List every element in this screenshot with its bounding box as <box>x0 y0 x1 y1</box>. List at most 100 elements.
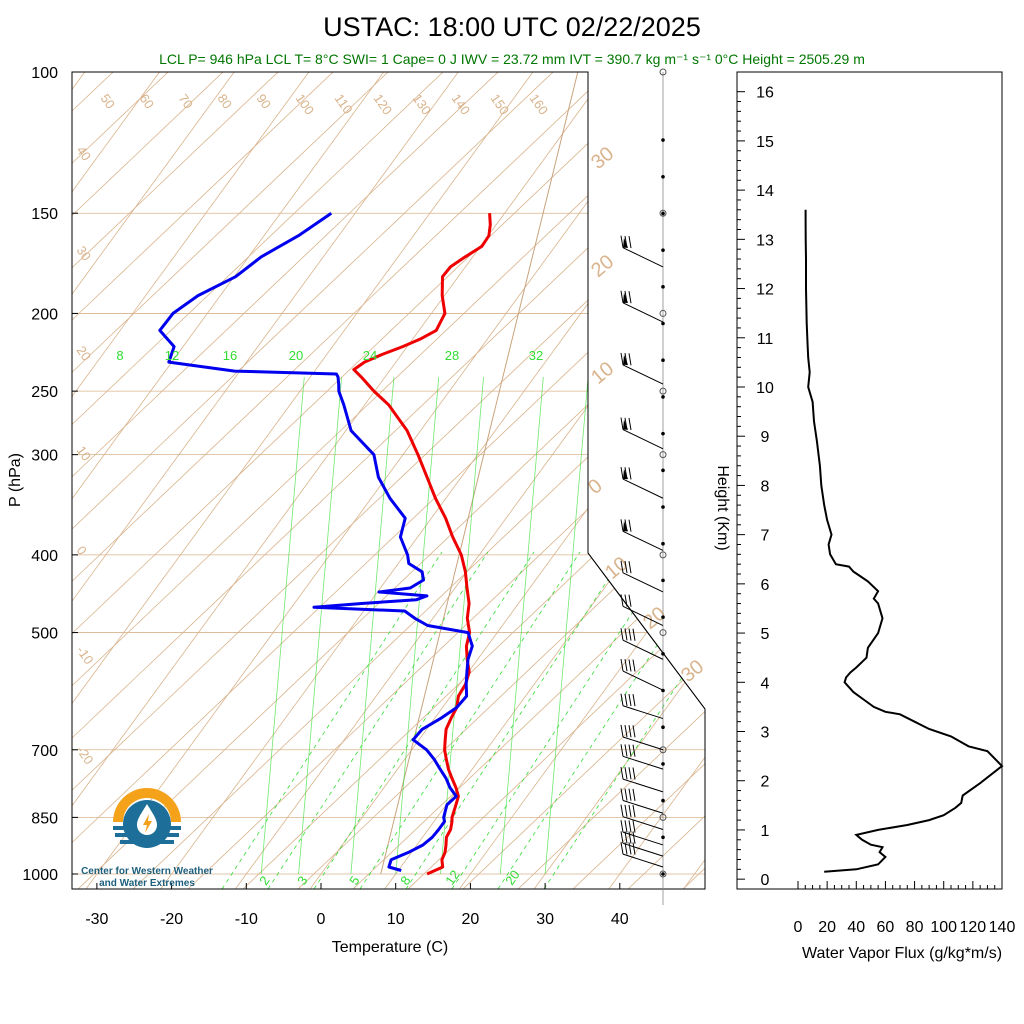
wind-barb-flag <box>620 417 624 430</box>
barb-dot <box>661 835 665 840</box>
y-tick-label: 400 <box>31 548 58 565</box>
height-tick-label: 6 <box>761 577 770 594</box>
mixing-ratio-label: 28 <box>445 348 459 363</box>
mixing-ratio-line <box>395 376 440 875</box>
barb-station-circle <box>659 309 667 317</box>
wind-barb-flag <box>620 235 624 248</box>
wind-barb-flag <box>624 560 628 574</box>
height-tick-label: 7 <box>761 528 770 545</box>
wind-barb-flag <box>628 725 632 738</box>
barb-dot <box>661 725 665 730</box>
isotherm-label-top: 90 <box>254 91 275 111</box>
wind-barb-column <box>620 68 667 905</box>
height-tick-label: 15 <box>756 134 774 151</box>
height-tick-label: 8 <box>761 478 770 495</box>
wind-barb-shaft <box>622 831 664 846</box>
mixing-ratio-line <box>298 376 343 875</box>
barb-dot <box>661 285 665 289</box>
x-tick-label: 20 <box>462 911 480 928</box>
mixing-ratio-bottom-label: 20 <box>502 867 523 887</box>
x-axis-label: Temperature (C) <box>332 939 448 956</box>
wind-barb-pennant <box>623 469 628 480</box>
barb-dot <box>661 468 665 473</box>
y-tick-label: 250 <box>31 384 58 401</box>
x-tick-label: 10 <box>387 911 405 928</box>
dry-adiabat-line <box>72 72 705 889</box>
isotherm-line <box>202 72 705 889</box>
dry-adiabat-line <box>72 72 705 889</box>
diagnostics-line: LCL P= 946 hPa LCL T= 8°C SWI= 1 Cape= 0… <box>159 51 865 67</box>
dry-adiabat-line <box>551 72 705 889</box>
logo-line-2: and Water Extremes <box>99 878 195 889</box>
isotherm-line <box>650 72 705 889</box>
wind-barb-flag <box>628 767 632 780</box>
sounding-profiles <box>158 211 492 876</box>
mixing-ratio-label: 16 <box>223 348 237 363</box>
wind-barb-pennant <box>623 237 628 248</box>
isotherm-label-top: 70 <box>176 91 197 111</box>
isotherm-label-left: 20 <box>74 343 95 363</box>
isotherm-label-top: 140 <box>449 91 474 117</box>
x-tick-label: -10 <box>235 911 258 928</box>
wind-barb-shaft <box>622 572 664 593</box>
height-tick-label: 4 <box>761 675 770 692</box>
isotherm-label-right: 30 <box>677 656 708 687</box>
height-tick-label: 2 <box>761 774 770 791</box>
wind-barb-shaft <box>622 639 664 660</box>
flux-tick-label: 0 <box>794 919 803 936</box>
moist-adiabat-line <box>267 551 489 889</box>
x-tick-label: -20 <box>160 911 183 928</box>
barb-dot <box>661 798 665 803</box>
wind-barb-flag <box>628 236 632 249</box>
isotherm-label-top: 60 <box>137 91 158 111</box>
height-tick-label: 0 <box>761 872 770 889</box>
wind-barb-flag <box>624 767 628 780</box>
wind-barb-flag <box>620 519 624 532</box>
barb-dot <box>661 431 665 436</box>
mixing-ratio-lines <box>221 376 705 889</box>
isotherm-line <box>426 72 705 889</box>
height-axis-label: Height (Km) <box>714 465 731 550</box>
isotherm-label-right: 0 <box>584 475 607 499</box>
dry-adiabat-line <box>992 0 1024 909</box>
barb-station-circle <box>659 870 667 878</box>
x-tick-label: 0 <box>317 911 326 928</box>
wind-barb-flag <box>620 594 624 607</box>
wind-barb-pennant <box>623 419 628 430</box>
wind-barb-shaft <box>622 364 664 385</box>
wind-barb-flag <box>628 831 632 844</box>
isotherm-line <box>500 72 705 889</box>
wind-barb-flag <box>628 628 632 641</box>
skewt-frame <box>71 71 706 890</box>
wind-barb-flag <box>620 744 624 757</box>
barb-dot <box>661 248 665 252</box>
dry-adiabat-line <box>496 72 705 889</box>
wind-barb-shaft <box>622 842 664 857</box>
isotherm-label-top: 50 <box>98 91 119 111</box>
barb-dot <box>661 505 665 509</box>
wind-barb-flag <box>632 725 636 738</box>
wind-barb-flag <box>620 820 624 833</box>
barb-station-circle <box>659 387 667 395</box>
isotherm-label-left: -20 <box>74 743 97 767</box>
logo-sun-arc <box>113 788 181 822</box>
height-tick-label: 11 <box>757 331 774 348</box>
wind-barb-flag <box>628 659 632 672</box>
dry-adiabat-line <box>72 72 663 889</box>
barb-station-circle <box>659 68 667 76</box>
wind-barb-shaft <box>622 736 664 751</box>
flux-profile-line <box>804 209 1004 873</box>
wind-barb-flag <box>632 628 636 641</box>
height-tick-label: 9 <box>761 429 770 446</box>
height-tick-label: 14 <box>756 183 774 200</box>
wind-barb-pennant <box>623 354 628 365</box>
cw3e-logo: Center for Western Weather and Water Ext… <box>81 788 213 889</box>
dry-adiabat-line <box>72 72 705 889</box>
dry-adiabat-line <box>72 72 705 889</box>
flux-tick-label: 20 <box>818 919 836 936</box>
wind-barb-flag <box>620 804 624 817</box>
isotherm-line <box>72 72 638 889</box>
flux-tick-label: 60 <box>877 919 895 936</box>
flux-tick-label: 120 <box>960 919 987 936</box>
